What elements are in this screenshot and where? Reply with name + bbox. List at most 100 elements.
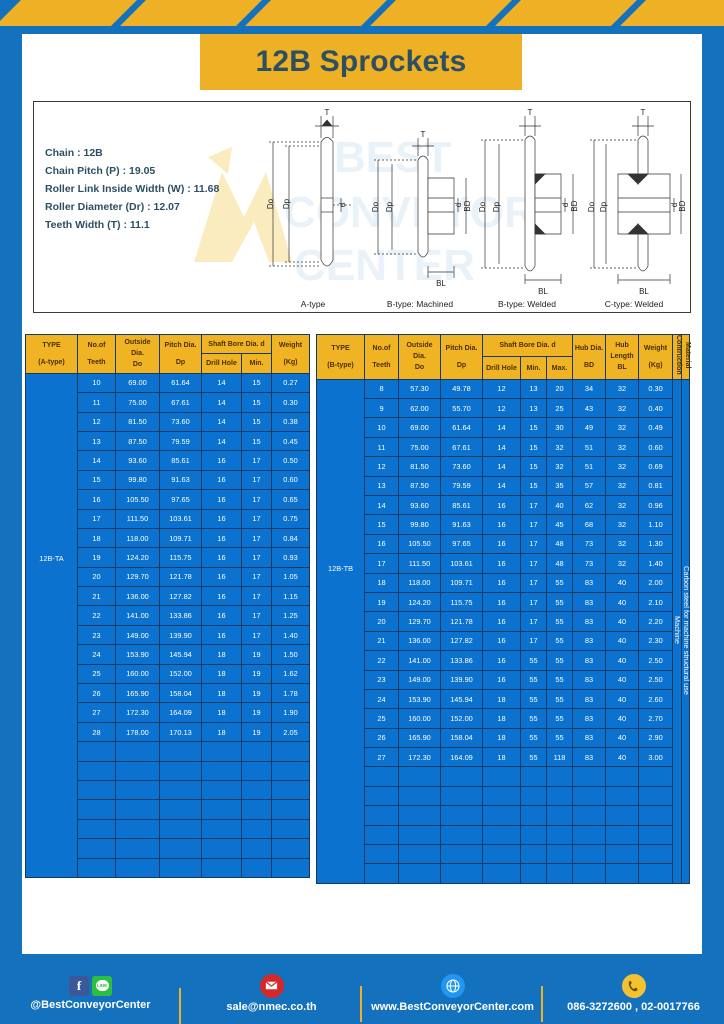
cell-drill-hole: 18 bbox=[201, 721, 242, 743]
table-row bbox=[317, 824, 690, 846]
cell-hub-dia: 83 bbox=[572, 630, 607, 652]
cell-weight: 2.00 bbox=[638, 572, 674, 593]
label-bl: BL bbox=[436, 279, 446, 288]
facebook-icon[interactable]: f bbox=[69, 975, 89, 996]
cell-teeth bbox=[364, 805, 399, 826]
cell-pitch-dia: 145.94 bbox=[159, 644, 202, 665]
cell-hub-dia: 83 bbox=[572, 611, 607, 632]
cell-bore-min: 17 bbox=[520, 611, 547, 632]
cell-drill-hole: 16 bbox=[201, 527, 242, 549]
cell-hub-dia bbox=[572, 844, 607, 865]
label-d: d bbox=[561, 203, 570, 207]
cell-outside-dia: 124.20 bbox=[115, 547, 160, 568]
cell-hub-dia: 83 bbox=[572, 650, 607, 671]
spec-chain: Chain : 12B bbox=[45, 147, 103, 159]
label-do: Do bbox=[587, 201, 596, 212]
cell-teeth: 24 bbox=[77, 644, 116, 665]
table-row bbox=[26, 760, 310, 781]
th-drill-hole-a: Drill Hole bbox=[201, 353, 242, 374]
phone-icon[interactable] bbox=[621, 973, 646, 998]
cell-drill-hole: 14 bbox=[201, 372, 242, 394]
cell-bore-min: 17 bbox=[241, 547, 272, 568]
cell-weight: 0.60 bbox=[638, 436, 674, 458]
table-row: 15 99.80 91.63 16 17 45 68 32 1.10 bbox=[317, 514, 690, 535]
diagram-caption-b-machined: B-type: Machined bbox=[386, 299, 454, 309]
cell-bore-min: 15 bbox=[520, 456, 547, 477]
chain-spec-list: Chain : 12B Chain Pitch (P) : 19.05 Roll… bbox=[45, 144, 219, 234]
cell-outside-dia bbox=[398, 766, 441, 787]
footer-website[interactable]: www.BestConveyorCenter.com bbox=[362, 973, 543, 1022]
cell-material: Carbon steel for machine structural use bbox=[681, 378, 691, 884]
cell-teeth: 27 bbox=[364, 747, 399, 768]
footer-divider bbox=[360, 985, 362, 1022]
cell-bore-max: 20 bbox=[545, 378, 574, 400]
line-icon[interactable]: LINE bbox=[92, 975, 112, 996]
footer-phone[interactable]: 086-3272600 , 02-0017766 bbox=[543, 973, 724, 1013]
label-do: Do bbox=[478, 201, 487, 212]
cell-pitch-dia bbox=[440, 844, 483, 865]
cell-bore-min: 19 bbox=[241, 683, 272, 704]
cell-teeth: 21 bbox=[77, 586, 116, 607]
cell-pitch-dia bbox=[159, 818, 202, 840]
cell-bore-max: 55 bbox=[545, 708, 574, 729]
label-d: d bbox=[670, 203, 679, 207]
cell-bore-max: 45 bbox=[545, 514, 574, 535]
cell-outside-dia bbox=[398, 824, 441, 846]
cell-teeth: 25 bbox=[364, 708, 399, 729]
cell-bore-min: 15 bbox=[520, 475, 547, 497]
cell-drill-hole bbox=[482, 785, 521, 807]
cell-teeth: 15 bbox=[364, 514, 399, 535]
footer-email[interactable]: sale@nmec.co.th bbox=[181, 973, 362, 1022]
cell-pitch-dia: 109.71 bbox=[440, 572, 483, 593]
table-row: 25 160.00 152.00 18 55 55 83 40 2.70 bbox=[317, 708, 690, 729]
cell-drill-hole: 12 bbox=[482, 378, 521, 400]
cell-outside-dia: 75.00 bbox=[398, 436, 441, 458]
table-row: 27 172.30 164.09 18 55 118 83 40 3.00 bbox=[317, 747, 690, 768]
label-dp: Dp bbox=[492, 201, 501, 212]
cell-bore-min: 15 bbox=[241, 372, 272, 394]
footer-social[interactable]: f LINE @BestConveyorCenter bbox=[0, 975, 181, 1024]
table-row bbox=[317, 863, 690, 884]
table-row: 25 160.00 152.00 18 19 1.62 bbox=[26, 663, 310, 685]
cell-weight: 0.75 bbox=[271, 508, 310, 529]
footer-divider bbox=[541, 985, 543, 1022]
mail-icon[interactable] bbox=[259, 973, 284, 998]
cell-pitch-dia: 115.75 bbox=[440, 591, 483, 613]
footer-divider bbox=[179, 987, 181, 1024]
th-hub-length-b: Hub Length BL bbox=[605, 334, 640, 380]
contact-footer: f LINE @BestConveyorCenter sale@nmec.co.… bbox=[0, 962, 724, 1024]
cell-drill-hole: 14 bbox=[201, 392, 242, 413]
label-t: T bbox=[641, 108, 646, 117]
th-max-b: Max. bbox=[545, 356, 574, 380]
cell-teeth: 12 bbox=[364, 456, 399, 477]
cell-pitch-dia: 158.04 bbox=[440, 727, 483, 749]
table-row: 9 62.00 55.70 12 13 25 43 32 0.40 bbox=[317, 398, 690, 419]
cell-bore-min: 17 bbox=[520, 553, 547, 574]
table-row bbox=[26, 838, 310, 859]
cell-drill-hole: 16 bbox=[201, 624, 242, 646]
cell-pitch-dia: 97.65 bbox=[159, 489, 202, 510]
table-row: 21 136.00 127.82 16 17 1.15 bbox=[26, 586, 310, 607]
cell-hub-length: 40 bbox=[605, 708, 640, 729]
cell-bore-min: 19 bbox=[241, 663, 272, 685]
cell-teeth bbox=[77, 857, 116, 878]
cell-pitch-dia: 91.63 bbox=[159, 469, 202, 491]
cell-bore-max: 55 bbox=[545, 591, 574, 613]
sprocket-type-diagrams: T Do Dp d A-type bbox=[259, 106, 687, 311]
cell-pitch-dia: 164.09 bbox=[159, 702, 202, 723]
cell-bore-max: 30 bbox=[545, 417, 574, 438]
cell-weight bbox=[638, 785, 674, 807]
cell-pitch-dia bbox=[159, 779, 202, 801]
cell-outside-dia: 111.50 bbox=[115, 508, 160, 529]
cell-teeth bbox=[77, 838, 116, 859]
cell-pitch-dia bbox=[159, 760, 202, 781]
th-weight-a: Weight (Kg) bbox=[271, 334, 310, 374]
globe-icon[interactable] bbox=[440, 973, 465, 998]
cell-teeth: 27 bbox=[77, 702, 116, 723]
label-bl: BL bbox=[538, 287, 548, 296]
cell-pitch-dia: 133.86 bbox=[440, 650, 483, 671]
cell-outside-dia: 93.60 bbox=[115, 450, 160, 471]
cell-weight: 1.10 bbox=[638, 514, 674, 535]
cell-pitch-dia bbox=[440, 766, 483, 787]
